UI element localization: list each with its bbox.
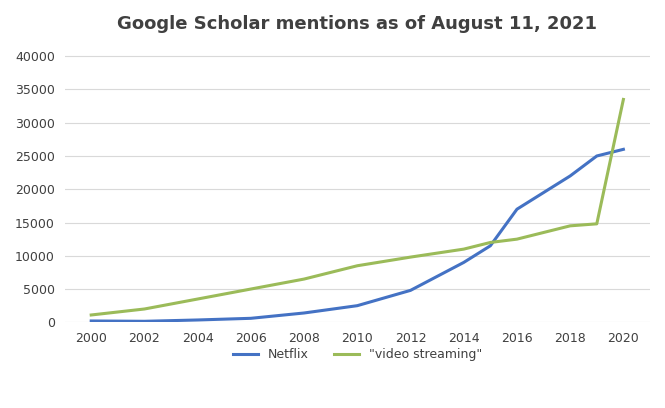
"video streaming" <box>593 222 600 226</box>
Title: Google Scholar mentions as of August 11, 2021: Google Scholar mentions as of August 11,… <box>117 15 597 33</box>
Netflix <box>194 317 201 322</box>
Line: Netflix: Netflix <box>91 149 623 322</box>
"video streaming" <box>486 240 494 245</box>
Netflix <box>566 173 574 178</box>
"video streaming" <box>353 263 361 268</box>
Netflix <box>406 288 414 293</box>
Netflix <box>300 310 308 315</box>
Netflix <box>247 316 255 321</box>
Netflix <box>353 303 361 308</box>
"video streaming" <box>619 97 627 102</box>
Netflix <box>593 153 600 158</box>
"video streaming" <box>194 297 201 302</box>
"video streaming" <box>247 286 255 291</box>
"video streaming" <box>140 306 148 311</box>
"video streaming" <box>87 313 95 317</box>
Netflix <box>87 319 95 324</box>
"video streaming" <box>513 237 521 242</box>
Line: "video streaming": "video streaming" <box>91 100 623 315</box>
"video streaming" <box>300 277 308 282</box>
"video streaming" <box>566 224 574 228</box>
Netflix <box>460 260 467 265</box>
Netflix <box>513 207 521 212</box>
Netflix <box>140 319 148 324</box>
"video streaming" <box>406 255 414 259</box>
Netflix <box>486 243 494 248</box>
"video streaming" <box>460 247 467 252</box>
Legend: Netflix, "video streaming": Netflix, "video streaming" <box>227 344 487 366</box>
Netflix <box>619 147 627 152</box>
